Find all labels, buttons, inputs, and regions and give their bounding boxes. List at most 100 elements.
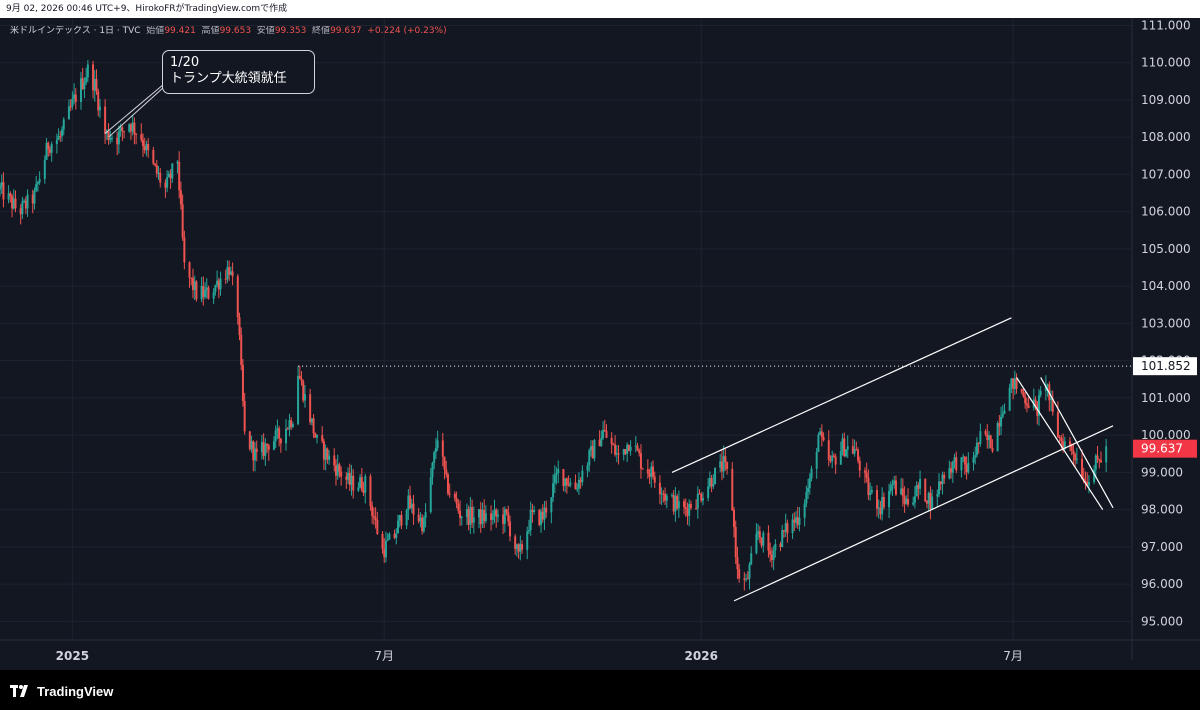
candle-body (472, 517, 475, 523)
candle-body (176, 161, 179, 164)
candle-body (962, 456, 965, 458)
candle-body (658, 482, 661, 495)
price-chart[interactable]: 111.000 110.000 109.000 108.000 107.000 106.0… (0, 18, 1200, 670)
candle-body (1062, 441, 1065, 449)
candle-body (846, 446, 849, 450)
candle-body (436, 440, 439, 448)
candle-body (1060, 438, 1063, 442)
candle-body (724, 456, 727, 463)
candle-body (1044, 385, 1047, 391)
candle-body (457, 503, 460, 511)
candle-body (459, 510, 462, 518)
candle-body (782, 530, 785, 532)
candle-body (272, 441, 275, 450)
candle-body (267, 445, 270, 450)
candle-body (360, 477, 363, 491)
candle-body (1034, 399, 1037, 402)
callout-pointer (108, 86, 165, 138)
candle-body (858, 460, 861, 471)
candle-body (882, 496, 885, 508)
x-tick-label: 2025 (56, 649, 89, 663)
candle-body (843, 438, 846, 457)
candle-body (502, 514, 505, 524)
candle-body (95, 78, 98, 92)
candle-body (870, 490, 873, 493)
legend-symbol[interactable]: 米ドルインデックス · 1日 · TVC (10, 26, 141, 36)
candle-body (555, 473, 558, 475)
candle-body (471, 507, 474, 523)
candle-body (217, 280, 220, 290)
candle-body (12, 198, 15, 209)
candle-body (924, 478, 927, 502)
candle-body (214, 285, 217, 292)
tradingview-brand[interactable]: TradingView (10, 683, 113, 699)
ohlc-legend: 米ドルインデックス · 1日 · TVC 始値99.421 高値99.653 安… (10, 23, 447, 36)
candle-body (750, 553, 753, 565)
candle-body (446, 474, 449, 494)
candle-body (1075, 458, 1078, 461)
candle-body (422, 518, 425, 532)
candle-body (57, 136, 60, 140)
candle-body (393, 533, 396, 539)
candle-body (1074, 454, 1077, 461)
candle-body (181, 204, 184, 238)
candle-body (171, 163, 174, 179)
candle-body (832, 455, 835, 457)
trendline (1040, 377, 1114, 509)
candle-body (352, 475, 355, 491)
y-tick-label: 96.000 (1141, 577, 1183, 591)
candle-body (481, 509, 484, 525)
candle-body (855, 449, 858, 451)
candle-body (820, 431, 823, 438)
y-tick-label: 108.000 (1141, 130, 1191, 144)
candle-body (61, 129, 64, 137)
candle-body (1081, 458, 1084, 479)
candle-body (147, 144, 150, 150)
candle-body (1037, 395, 1040, 416)
candle-body (477, 509, 480, 518)
candle-body (241, 364, 244, 401)
candle-body (1084, 481, 1087, 483)
candle-body (248, 431, 251, 450)
candle-body (646, 469, 649, 474)
candle-body (152, 149, 155, 164)
candle-body (388, 533, 391, 540)
candle-body (734, 526, 737, 558)
candle-body (505, 509, 508, 513)
candle-body (397, 520, 400, 534)
candle-body (515, 544, 518, 549)
close-label: 終値 (312, 26, 331, 36)
candle-body (1012, 378, 1015, 389)
candle-body (972, 457, 975, 463)
candle-body (891, 483, 894, 486)
y-tick-label: 97.000 (1141, 540, 1183, 554)
candle-body (977, 442, 980, 444)
candle-body (1056, 411, 1059, 437)
candle-body (810, 468, 813, 479)
candle-body (939, 481, 942, 485)
y-tick-label: 95.000 (1141, 614, 1183, 628)
candle-body (565, 478, 568, 485)
inauguration-callout[interactable]: 1/20 トランプ大統領就任 (162, 50, 315, 94)
candle-body (538, 509, 541, 525)
candle-body (285, 428, 288, 444)
candle-body (543, 507, 546, 520)
candle-body (316, 435, 319, 438)
candle-body (863, 470, 866, 473)
candle-body (226, 267, 229, 280)
x-axis[interactable]: 2025 7月 2026 7月 (56, 649, 1023, 663)
candle-body (441, 440, 444, 457)
candle-body (431, 462, 434, 478)
candle-body (557, 468, 560, 474)
candle-body (869, 492, 872, 495)
candle-body (1050, 398, 1053, 401)
candle-body (19, 208, 22, 215)
candle-body (81, 78, 84, 90)
candle-body (0, 186, 1, 190)
candle-body (791, 519, 794, 534)
candles (0, 59, 1108, 591)
candle-body (598, 439, 601, 447)
candle-body (212, 291, 215, 299)
candle-body (164, 182, 167, 188)
y-axis[interactable]: 111.000 110.000 109.000 108.000 107.000 106.0… (1133, 18, 1197, 628)
